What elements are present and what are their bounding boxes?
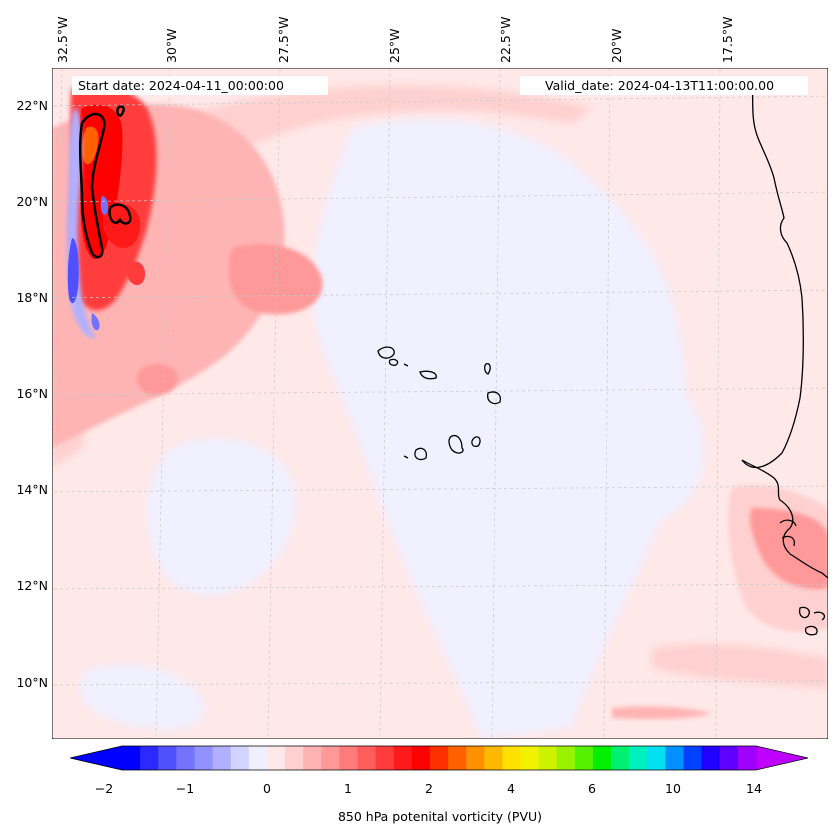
colorbar-cell: [176, 746, 196, 770]
lat-label: 14°N: [16, 482, 48, 497]
colorbar-tick: 2: [425, 781, 433, 796]
colorbar-cell: [285, 746, 304, 770]
colorbar-tick: 6: [588, 781, 596, 796]
lon-label: 17.5°W: [720, 16, 735, 63]
colorbar-cell: [647, 746, 667, 770]
colorbar-cell: [665, 746, 685, 770]
colorbar-cell: [357, 746, 377, 770]
colorbar-under-arrow: [70, 746, 122, 770]
colorbar-cell: [629, 746, 648, 770]
colorbar: [70, 745, 809, 771]
colorbar-cell: [194, 746, 214, 770]
colorbar-tick: 10: [665, 781, 681, 796]
colorbar-cell: [122, 746, 141, 770]
colorbar-cell: [502, 746, 522, 770]
colorbar-cell: [266, 746, 286, 770]
colorbar-cell: [429, 746, 449, 770]
colorbar-label: 850 hPa potenital vorticity (PVU): [337, 809, 543, 824]
colorbar-cell: [538, 746, 558, 770]
cape-verde-islands: [377, 346, 502, 461]
colorbar-tick: 1: [344, 781, 352, 796]
lat-label: 16°N: [16, 386, 48, 401]
colorbar-cell: [339, 746, 359, 770]
colorbar-cell: [158, 746, 177, 770]
lat-label: 18°N: [16, 290, 48, 305]
colorbar-cell: [321, 746, 340, 770]
pv-contour-lines: [78, 105, 132, 259]
colorbar-tick: −1: [175, 781, 195, 796]
colorbar-tick: 4: [507, 781, 515, 796]
colorbar-cell: [556, 746, 576, 770]
colorbar-cell: [393, 746, 413, 770]
colorbar-cell: [212, 746, 232, 770]
lon-label: 32.5°W: [55, 16, 70, 63]
colorbar-cell: [611, 746, 630, 770]
colorbar-over-arrow: [756, 746, 808, 770]
colorbar-cell: [574, 746, 594, 770]
pv-map: [52, 68, 828, 739]
colorbar-cell: [683, 746, 703, 770]
colorbar-cell: [140, 746, 159, 770]
lat-label: 22°N: [16, 98, 48, 113]
colorbar-cell: [592, 746, 612, 770]
colorbar-tick: 14: [746, 781, 762, 796]
colorbar-cell: [230, 746, 250, 770]
start-date-label: Start date: 2024-04-11_00:00:00: [72, 76, 328, 95]
lon-label: 30°W: [164, 28, 179, 63]
colorbar-cell: [303, 746, 322, 770]
pv-negative-streak: [66, 108, 109, 339]
colorbar-cell: [520, 746, 540, 770]
pv-low-patches: [80, 119, 705, 739]
lat-label: 20°N: [16, 194, 48, 209]
colorbar-cell: [701, 746, 721, 770]
colorbar-cell: [448, 746, 467, 770]
coastline-africa: [741, 77, 828, 636]
colorbar-cell: [375, 746, 395, 770]
colorbar-tick: −2: [94, 781, 114, 796]
lon-label: 25°W: [387, 28, 402, 63]
colorbar-cell: [737, 746, 757, 770]
colorbar-tick: 0: [263, 781, 271, 796]
lon-label: 20°W: [609, 28, 624, 63]
lon-label: 27.5°W: [276, 16, 291, 63]
colorbar-cell: [466, 746, 485, 770]
colorbar-cell: [248, 746, 268, 770]
colorbar-cell: [411, 746, 431, 770]
valid-date-label: Valid_date: 2024-04-13T11:00:00.00: [520, 76, 808, 95]
lat-label: 12°N: [16, 578, 48, 593]
colorbar-cell: [719, 746, 739, 770]
lat-label: 10°N: [16, 675, 48, 690]
colorbar-cells: [122, 746, 757, 770]
lon-label: 22.5°W: [498, 16, 513, 63]
grid-lines: [52, 68, 828, 739]
colorbar-cell: [484, 746, 503, 770]
